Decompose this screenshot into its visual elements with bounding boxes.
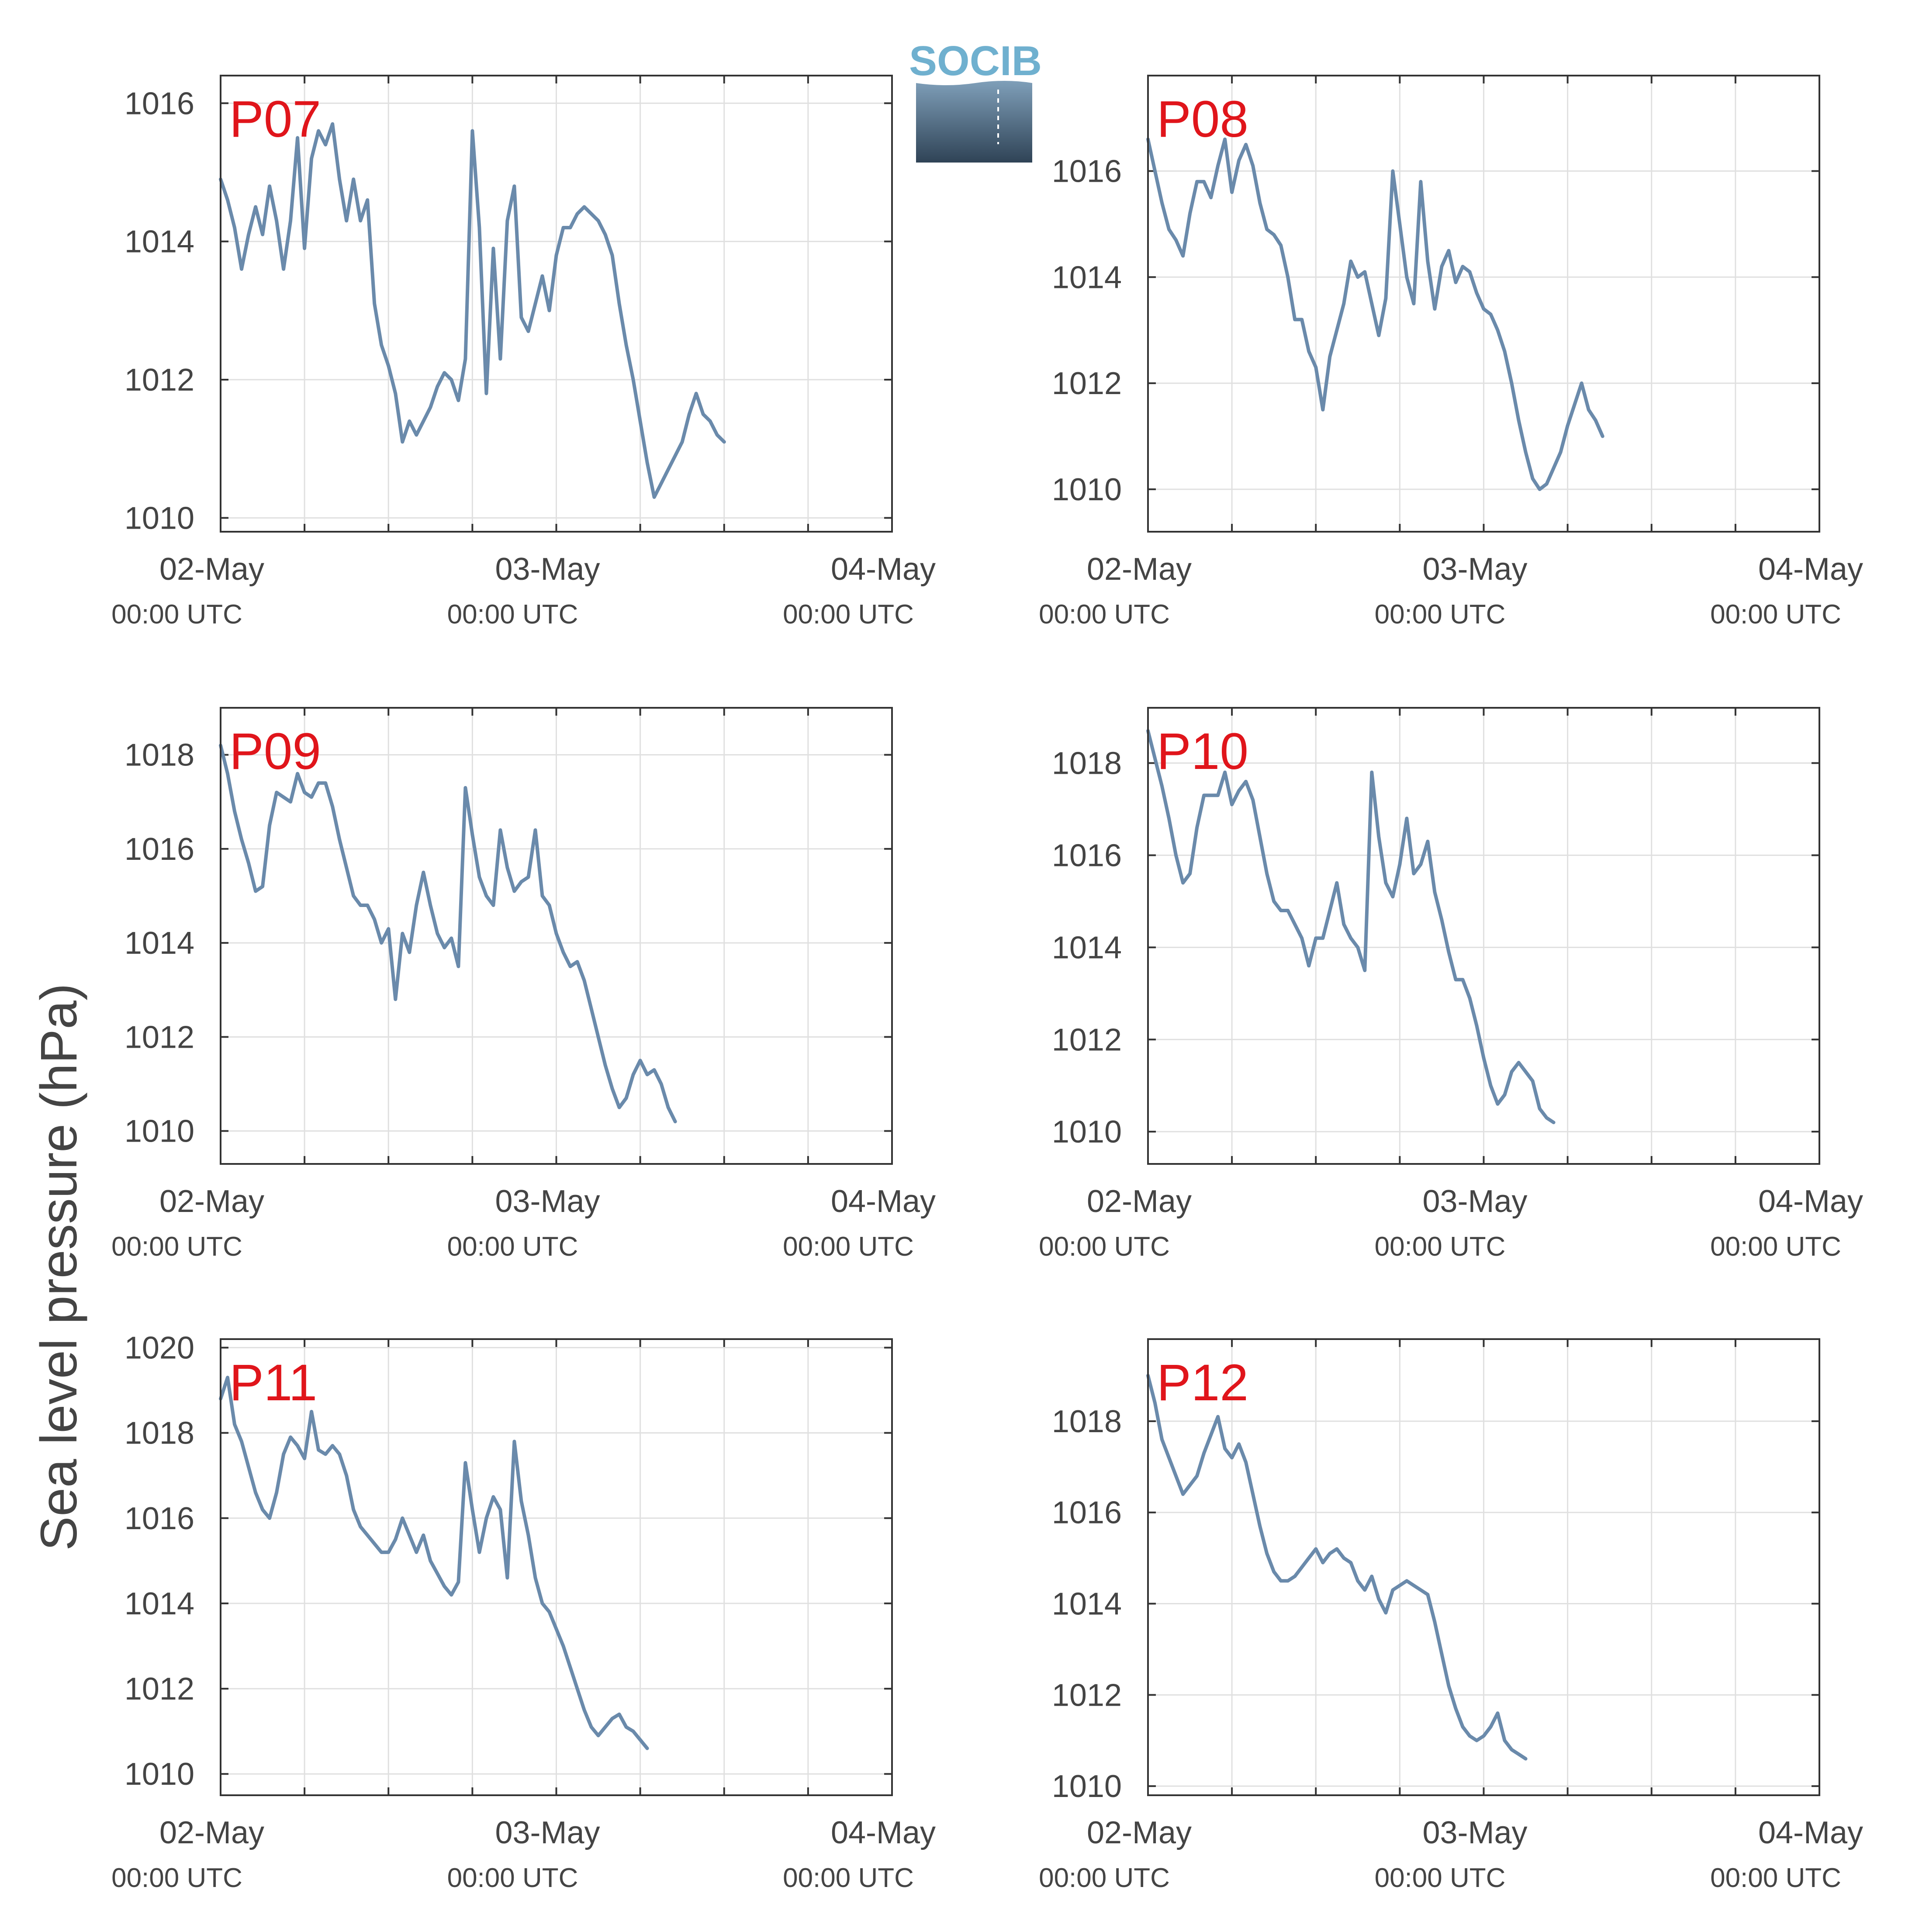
panel-p12: 1010 1012 1014 1016 1018 02-May 00:00 UTC 03-Ma… — [1039, 1338, 1863, 1893]
y-tick-label: 1016 — [124, 832, 194, 867]
y-tick-label: 1016 — [1052, 1496, 1122, 1530]
x-tick-sublabel: 00:00 UTC — [1039, 1863, 1170, 1893]
y-tick-label: 1012 — [1052, 366, 1122, 401]
axes-frame — [1147, 1338, 1820, 1796]
series-line-p12 — [1146, 1374, 1528, 1761]
y-tick-label: 1012 — [124, 363, 194, 398]
panel-label: P07 — [229, 90, 321, 148]
panel-label: P12 — [1157, 1354, 1248, 1412]
series-line-p08 — [1146, 137, 1604, 491]
series-line-p07 — [219, 122, 726, 499]
socib-logo: SOCIB — [909, 38, 1042, 163]
y-tick-label: 1020 — [124, 1331, 194, 1366]
series-line-p09 — [219, 744, 677, 1124]
series-line-p11 — [219, 1375, 649, 1750]
y-tick-label: 1012 — [1052, 1678, 1122, 1713]
x-tick-sublabel: 00:00 UTC — [111, 1863, 242, 1893]
x-tick-sublabel: 00:00 UTC — [447, 1863, 578, 1893]
x-tick-label: 02-May — [1087, 552, 1192, 587]
x-tick-label: 04-May — [1758, 1184, 1863, 1219]
y-tick-label: 1018 — [1052, 746, 1122, 781]
panel-p07: 1010 1012 1014 1016 02-May 00:00 UTC 03-May 00:… — [111, 75, 936, 630]
x-tick-sublabel: 00:00 UTC — [1375, 1232, 1506, 1262]
y-tick-label: 1010 — [124, 1757, 194, 1792]
x-tick-sublabel: 00:00 UTC — [111, 1232, 242, 1262]
axes-frame — [220, 707, 893, 1165]
panel-p10: 1010 1012 1014 1016 1018 02-May 00:00 UTC 03-Ma… — [1039, 707, 1863, 1262]
x-tick-sublabel: 00:00 UTC — [1039, 599, 1170, 630]
x-tick-label: 04-May — [1758, 1815, 1863, 1850]
y-tick-label: 1014 — [1052, 260, 1122, 295]
logo-text: SOCIB — [909, 38, 1042, 84]
x-tick-label: 03-May — [1422, 552, 1527, 587]
x-tick-sublabel: 00:00 UTC — [783, 1232, 914, 1262]
axes-frame — [1147, 75, 1820, 533]
logo-wave-block — [916, 81, 1032, 163]
y-tick-label: 1012 — [1052, 1022, 1122, 1057]
y-tick-label: 1014 — [1052, 930, 1122, 965]
y-tick-label: 1014 — [124, 1586, 194, 1621]
x-tick-sublabel: 00:00 UTC — [111, 599, 242, 630]
x-tick-label: 02-May — [159, 1184, 264, 1219]
y-axis-label: Sea level pressure (hPa) — [30, 983, 88, 1551]
x-tick-label: 04-May — [831, 1815, 936, 1850]
y-tick-label: 1014 — [1052, 1587, 1122, 1622]
x-tick-label: 03-May — [1422, 1815, 1527, 1850]
y-tick-label: 1010 — [124, 1114, 194, 1149]
x-tick-sublabel: 00:00 UTC — [1375, 1863, 1506, 1893]
x-tick-label: 04-May — [831, 1184, 936, 1219]
y-tick-label: 1012 — [124, 1020, 194, 1055]
panel-label: P10 — [1157, 723, 1248, 780]
x-tick-sublabel: 00:00 UTC — [447, 599, 578, 630]
x-tick-sublabel: 00:00 UTC — [1710, 599, 1841, 630]
y-tick-label: 1016 — [1052, 154, 1122, 189]
panel-p08: 1010 1012 1014 1016 02-May 00:00 UTC 03-May 00:… — [1039, 75, 1863, 630]
x-tick-label: 03-May — [1422, 1184, 1527, 1219]
x-tick-sublabel: 00:00 UTC — [1375, 599, 1506, 630]
y-tick-label: 1018 — [1052, 1404, 1122, 1439]
y-tick-label: 1010 — [124, 501, 194, 536]
x-tick-sublabel: 00:00 UTC — [1039, 1232, 1170, 1262]
y-tick-label: 1012 — [124, 1672, 194, 1707]
panels: 1010 1012 1014 1016 02-May 00:00 UTC 03-May 00:… — [111, 75, 1863, 1893]
y-tick-label: 1016 — [124, 86, 194, 121]
x-tick-sublabel: 00:00 UTC — [1710, 1863, 1841, 1893]
x-tick-label: 03-May — [495, 552, 600, 587]
y-tick-label: 1010 — [1052, 1769, 1122, 1804]
x-tick-sublabel: 00:00 UTC — [783, 599, 914, 630]
panel-label: P08 — [1157, 90, 1248, 148]
x-tick-label: 02-May — [159, 1815, 264, 1850]
y-tick-label: 1014 — [124, 225, 194, 260]
x-tick-label: 02-May — [1087, 1184, 1192, 1219]
y-tick-label: 1016 — [124, 1501, 194, 1536]
y-tick-label: 1018 — [124, 1416, 194, 1451]
y-tick-label: 1010 — [1052, 1115, 1122, 1150]
y-tick-label: 1016 — [1052, 838, 1122, 873]
axes-frame — [220, 1338, 893, 1796]
panel-label: P09 — [229, 723, 321, 780]
x-tick-sublabel: 00:00 UTC — [1710, 1232, 1841, 1262]
series-line-p10 — [1146, 729, 1556, 1125]
panel-p11: 1010 1012 1014 1016 1018 1020 02-May 00:00 UTC 0… — [111, 1331, 936, 1893]
x-tick-sublabel: 00:00 UTC — [447, 1232, 578, 1262]
y-tick-label: 1014 — [124, 926, 194, 961]
axes-frame — [220, 75, 893, 533]
x-tick-label: 02-May — [1087, 1815, 1192, 1850]
panel-label: P11 — [229, 1354, 317, 1412]
x-tick-sublabel: 00:00 UTC — [783, 1863, 914, 1893]
x-tick-label: 03-May — [495, 1184, 600, 1219]
x-tick-label: 02-May — [159, 552, 264, 587]
y-tick-label: 1018 — [124, 738, 194, 773]
axes-frame — [1147, 707, 1820, 1165]
x-tick-label: 04-May — [1758, 552, 1863, 587]
x-tick-label: 03-May — [495, 1815, 600, 1850]
panel-p09: 1010 1012 1014 1016 1018 02-May 00:00 UTC 03-Ma… — [111, 707, 936, 1262]
y-tick-label: 1010 — [1052, 472, 1122, 507]
x-tick-label: 04-May — [831, 552, 936, 587]
